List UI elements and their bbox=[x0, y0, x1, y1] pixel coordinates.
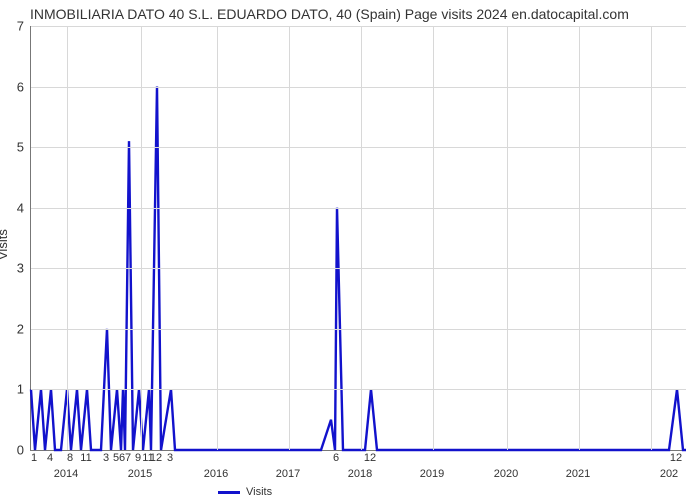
x-tick-label-fine: 3 bbox=[103, 452, 109, 464]
gridline-v bbox=[507, 26, 508, 450]
x-tick-label-fine: 11 bbox=[80, 452, 91, 464]
x-tick-label-fine: 7 bbox=[125, 452, 131, 464]
x-tick-label-fine: 3 bbox=[167, 452, 173, 464]
x-tick-label-year: 2014 bbox=[54, 468, 78, 480]
chart-container: INMOBILIARIA DATO 40 S.L. EDUARDO DATO, … bbox=[0, 0, 700, 500]
gridline-v bbox=[289, 26, 290, 450]
legend: Visits bbox=[218, 486, 272, 498]
y-tick-label: 1 bbox=[4, 382, 24, 397]
y-tick-label: 7 bbox=[4, 19, 24, 34]
y-axis-label: Visits bbox=[0, 229, 10, 260]
x-tick-label-year: 202 bbox=[660, 468, 678, 480]
gridline-v bbox=[67, 26, 68, 450]
x-tick-label-fine: 12 bbox=[150, 452, 162, 464]
y-tick-label: 2 bbox=[4, 321, 24, 336]
y-tick-label: 6 bbox=[4, 79, 24, 94]
chart-title: INMOBILIARIA DATO 40 S.L. EDUARDO DATO, … bbox=[30, 6, 629, 22]
x-tick-label-year: 2020 bbox=[494, 468, 518, 480]
x-tick-label-year: 2015 bbox=[128, 468, 152, 480]
gridline-v bbox=[651, 26, 652, 450]
line-series bbox=[31, 26, 686, 450]
plot-area bbox=[30, 26, 686, 451]
y-tick-label: 0 bbox=[4, 443, 24, 458]
gridline-v bbox=[579, 26, 580, 450]
x-tick-label-fine: 9 bbox=[135, 452, 141, 464]
x-tick-label-fine: 6 bbox=[333, 452, 339, 464]
y-tick-label: 4 bbox=[4, 200, 24, 215]
x-tick-label-year: 2016 bbox=[204, 468, 228, 480]
x-tick-label-fine: 8 bbox=[67, 452, 73, 464]
gridline-v bbox=[217, 26, 218, 450]
gridline-h bbox=[31, 329, 686, 330]
x-tick-label-year: 2021 bbox=[566, 468, 590, 480]
x-tick-label-year: 2019 bbox=[420, 468, 444, 480]
gridline-h bbox=[31, 87, 686, 88]
x-tick-label-fine: 12 bbox=[364, 452, 376, 464]
x-tick-label-fine: 12 bbox=[670, 452, 682, 464]
x-tick-label-year: 2018 bbox=[348, 468, 372, 480]
legend-label: Visits bbox=[246, 486, 272, 498]
gridline-v bbox=[361, 26, 362, 450]
y-tick-label: 5 bbox=[4, 140, 24, 155]
x-tick-label-fine: 4 bbox=[47, 452, 53, 464]
x-tick-label-fine: 1 bbox=[31, 452, 37, 464]
legend-swatch bbox=[218, 491, 240, 494]
gridline-v bbox=[141, 26, 142, 450]
gridline-h bbox=[31, 208, 686, 209]
gridline-h bbox=[31, 26, 686, 27]
gridline-h bbox=[31, 389, 686, 390]
gridline-h bbox=[31, 147, 686, 148]
gridline-v bbox=[433, 26, 434, 450]
y-tick-label: 3 bbox=[4, 261, 24, 276]
x-tick-label-year: 2017 bbox=[276, 468, 300, 480]
gridline-h bbox=[31, 268, 686, 269]
